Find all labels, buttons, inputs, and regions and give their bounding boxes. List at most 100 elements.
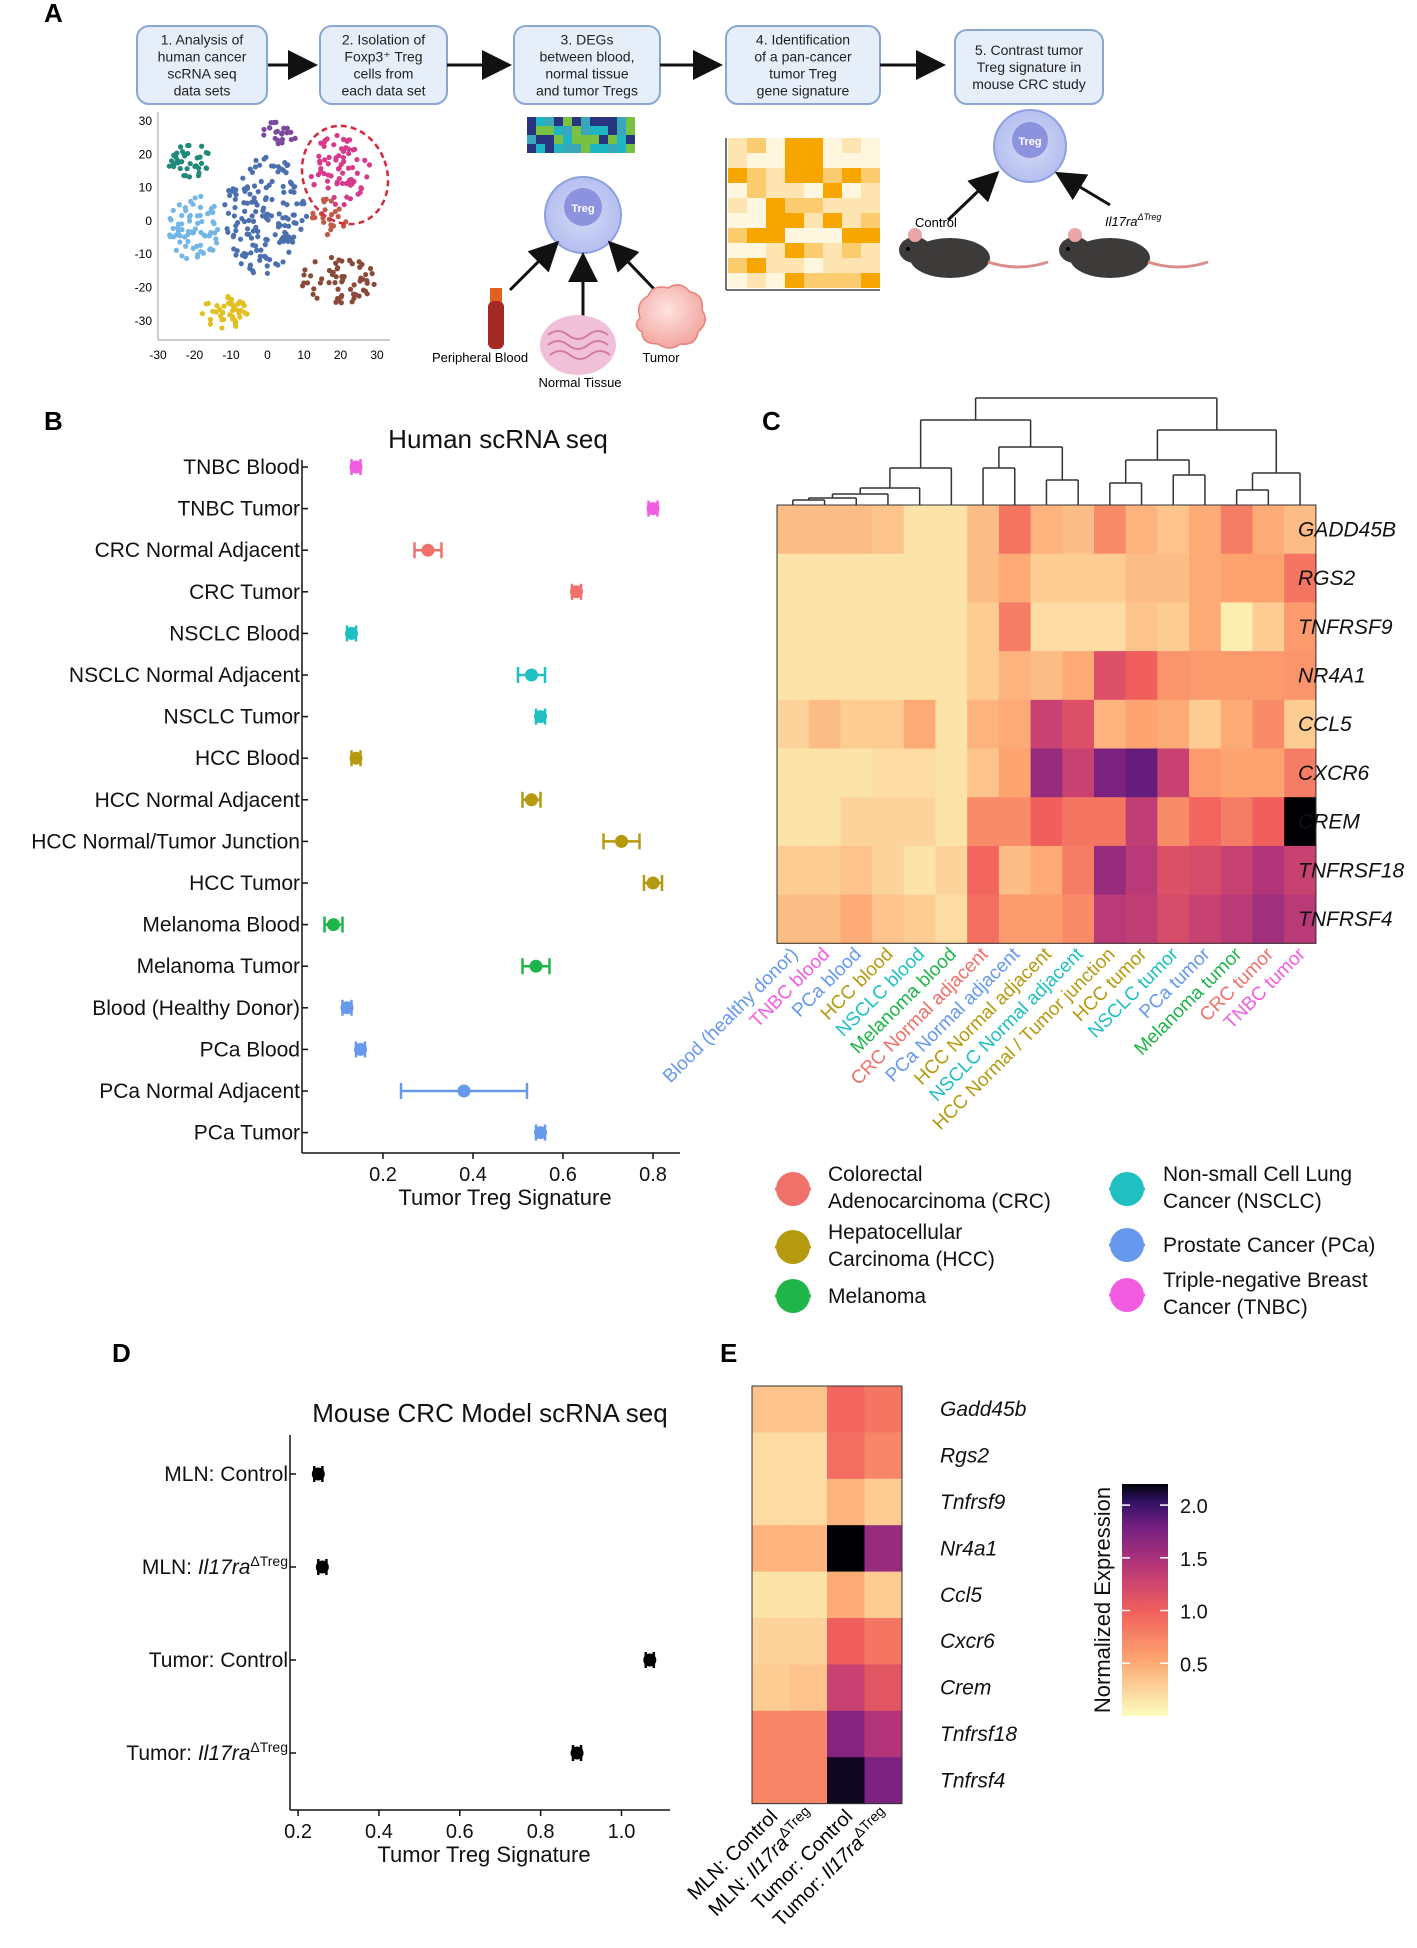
mini-heatmap-cell xyxy=(617,126,626,135)
gene-row-label: Cxcr6 xyxy=(940,1630,995,1653)
tsne-cell-dot xyxy=(317,280,323,286)
x-tick-label: 0.8 xyxy=(527,1821,555,1843)
tsne-cell-dot xyxy=(281,125,287,131)
heatmap-cell xyxy=(808,505,841,555)
mini-heatmap-cell xyxy=(626,117,635,126)
workflow-step-box xyxy=(136,25,268,105)
tsne-cell-dot xyxy=(346,146,352,152)
signature-heatmap-cell xyxy=(728,213,747,228)
tsne-cell-dot xyxy=(177,165,183,172)
panel-c: C GADD45B RGS2 TNFRSF9 NR4A1 CCL5 CXCR6 CREM TN… xyxy=(659,397,1405,1319)
tsne-cell-dot xyxy=(244,311,250,317)
tsne-y-tick: -10 xyxy=(135,247,153,261)
tsne-cell-dot xyxy=(262,254,268,260)
heatmap-cell xyxy=(840,505,873,555)
signature-heatmap-cell xyxy=(823,273,842,288)
heatmap-cell xyxy=(1157,651,1190,701)
mini-heatmap-cell xyxy=(590,117,599,126)
tsne-cell-dot xyxy=(199,218,205,225)
tsne-cell-dot xyxy=(310,210,316,216)
heatmap-cell xyxy=(872,699,905,749)
tsne-cell-dot xyxy=(298,226,304,232)
tsne-cell-dot xyxy=(282,223,288,229)
tsne-cell-dot xyxy=(166,163,172,169)
signature-heatmap-cell xyxy=(728,168,747,183)
heatmap-cell xyxy=(1125,505,1158,555)
heatmap-cell xyxy=(777,602,810,652)
tsne-cell-dot xyxy=(334,266,340,272)
signature-heatmap-cell xyxy=(842,183,861,198)
tsne-cell-dot xyxy=(251,195,257,201)
tsne-cell-dot xyxy=(330,223,337,229)
signature-heatmap-cell xyxy=(823,138,842,153)
colorbar-label: Normalized Expression xyxy=(1090,1487,1115,1713)
workflow-step-line: of a pan-cancer xyxy=(754,49,852,65)
gene-row-label: NR4A1 xyxy=(1298,664,1366,687)
signature-heatmap-cell xyxy=(842,153,861,168)
tsne-cell-dot xyxy=(302,267,308,273)
signature-heatmap-cell xyxy=(728,183,747,198)
tsne-cell-dot xyxy=(328,212,335,218)
heatmap-cell xyxy=(1125,699,1158,749)
tsne-cell-dot xyxy=(364,277,370,284)
heatmap-cell xyxy=(1189,797,1222,847)
heatmap-cell xyxy=(1094,505,1127,555)
heatmap-cell xyxy=(967,894,1000,944)
category-label-sup: ΔTreg xyxy=(250,1553,288,1569)
heatmap-cell xyxy=(1030,505,1063,555)
gene-row-label: GADD45B xyxy=(1298,518,1396,541)
signature-heatmap-cell xyxy=(861,138,880,153)
tsne-cell-dot xyxy=(173,232,179,238)
tsne-cell-dot xyxy=(293,220,299,226)
tsne-cell-dot xyxy=(333,155,339,161)
tsne-cell-dot xyxy=(250,228,256,234)
colorbar-tick-label: 0.5 xyxy=(1180,1654,1208,1676)
tsne-cell-dot xyxy=(324,178,331,184)
data-point xyxy=(529,959,543,973)
tsne-cell-dot xyxy=(340,136,347,143)
tsne-cell-dot xyxy=(205,300,211,307)
tsne-cell-dot xyxy=(329,271,335,278)
heatmap-cell xyxy=(808,894,841,944)
heatmap-cell xyxy=(1094,894,1127,944)
tsne-cell-dot xyxy=(183,243,189,249)
tsne-cell-dot xyxy=(183,255,190,262)
data-point xyxy=(534,1126,547,1140)
workflow-step-line: gene signature xyxy=(757,83,850,99)
heatmap-cell xyxy=(935,845,968,896)
tsne-cell-dot xyxy=(312,259,318,265)
tsne-plot: -30 -20 -10 0 10 20 30 30 20 10 0 -10 -20 -30 xyxy=(135,112,390,362)
mini-heatmap-cell xyxy=(581,117,590,126)
heatmap-cell xyxy=(1062,748,1095,798)
tsne-cell-dot xyxy=(335,213,341,220)
heatmap-cell xyxy=(1157,894,1190,944)
signature-heatmap-cell xyxy=(766,183,785,198)
tsne-cell-dot xyxy=(261,132,267,138)
heatmap-cell xyxy=(1125,748,1158,798)
tsne-cell-dot xyxy=(273,119,279,125)
panel-c-heatmap: GADD45B RGS2 TNFRSF9 NR4A1 CCL5 CXCR6 CREM TNFR… xyxy=(659,504,1405,1134)
treg-nucleus-icon xyxy=(564,188,602,226)
tsne-cell-dot xyxy=(354,156,360,163)
heatmap-cell xyxy=(1125,845,1158,896)
workflow-step-line: normal tissue xyxy=(545,66,628,82)
heatmap-cell xyxy=(872,894,905,944)
tsne-cell-dot xyxy=(229,301,235,307)
tsne-cell-dot xyxy=(179,253,185,259)
tsne-cell-dot xyxy=(179,159,185,165)
x-tick-label: 0.6 xyxy=(549,1164,577,1186)
heatmap-cell xyxy=(864,1618,903,1665)
heatmap-cell xyxy=(808,845,841,896)
tsne-cell-dot xyxy=(171,161,177,167)
mini-heatmap-cell xyxy=(599,117,608,126)
tsne-cell-dot xyxy=(357,264,363,270)
workflow-step-line: 5. Contrast tumor xyxy=(975,42,1083,58)
x-tick-label: 0.4 xyxy=(459,1164,487,1186)
mini-heatmap-cell xyxy=(617,144,626,153)
heatmap-cell xyxy=(1125,651,1158,701)
panel-c-dendrogram xyxy=(792,397,1301,505)
signature-heatmap-cell xyxy=(728,273,747,288)
data-point xyxy=(315,1560,329,1574)
signature-heatmap-cell xyxy=(766,273,785,288)
